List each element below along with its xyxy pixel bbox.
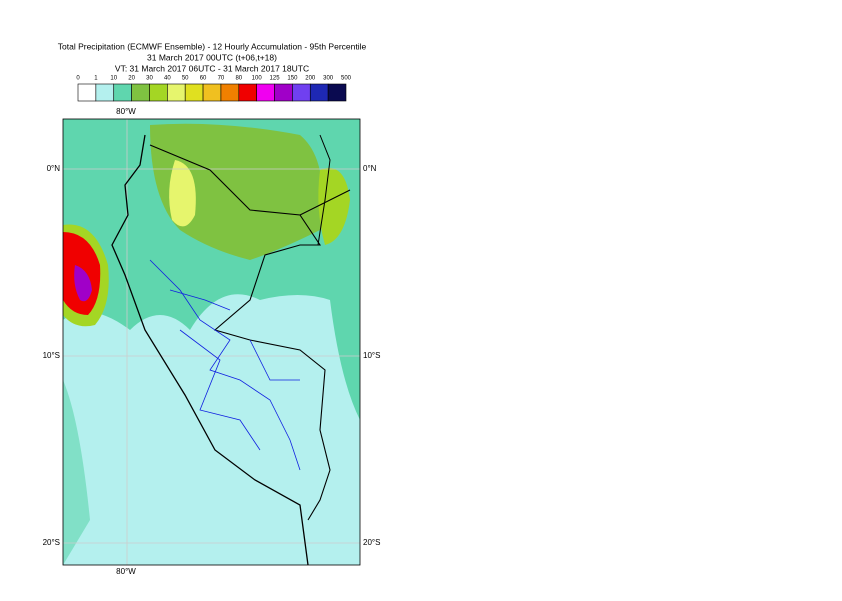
run-time: 31 March 2017 00UTC (t+06,t+18) bbox=[147, 52, 277, 62]
colorbar-box bbox=[131, 83, 150, 102]
colorbar-label: 80 bbox=[235, 76, 242, 82]
map bbox=[62, 118, 361, 566]
lat-label: 10°S bbox=[43, 351, 60, 360]
precip-area bbox=[169, 160, 196, 227]
colorbar-box bbox=[167, 83, 186, 102]
colorbar-box bbox=[95, 83, 115, 102]
lat-label: 20°S bbox=[43, 538, 60, 547]
colorbar-label: 60 bbox=[200, 76, 207, 82]
country-border bbox=[299, 134, 351, 246]
colorbar: 0 1 10 20 30 40 50 60 70 80 100 125 150 200 300 500 bbox=[76, 76, 352, 102]
colorbar-label: 10 bbox=[110, 76, 117, 82]
lat-label: 0°N bbox=[47, 164, 61, 173]
colorbar-box bbox=[202, 83, 222, 102]
colorbar-box bbox=[274, 83, 293, 102]
map-frame bbox=[62, 118, 361, 566]
colorbar-box bbox=[149, 83, 168, 102]
colorbar-box bbox=[77, 83, 97, 102]
colorbar-box bbox=[292, 83, 311, 102]
colorbar-label: 30 bbox=[146, 76, 153, 82]
coastline bbox=[111, 134, 309, 565]
colorbar-label: 40 bbox=[164, 76, 171, 82]
colorbar-label: 70 bbox=[218, 76, 225, 82]
colorbar-label: 150 bbox=[287, 76, 298, 82]
lat-label: 10°S bbox=[363, 351, 380, 360]
colorbar-box bbox=[309, 83, 329, 102]
colorbar-label: 200 bbox=[305, 76, 316, 82]
colorbar-label: 125 bbox=[270, 76, 281, 82]
colorbar-box bbox=[256, 83, 275, 102]
region-border bbox=[149, 259, 301, 471]
colorbar-label: 500 bbox=[341, 76, 352, 82]
colorbar-label: 0 bbox=[76, 76, 80, 82]
colorbar-label: 20 bbox=[128, 76, 135, 82]
precip-area bbox=[74, 265, 92, 302]
colorbar-box bbox=[113, 83, 132, 102]
title: Total Precipitation (ECMWF Ensemble) - 1… bbox=[58, 41, 367, 51]
colorbar-label: 50 bbox=[182, 76, 189, 82]
precip-area bbox=[150, 123, 323, 260]
colorbar-box bbox=[184, 83, 204, 102]
colorbar-label: 1 bbox=[94, 76, 98, 82]
colorbar-label: 100 bbox=[252, 76, 263, 82]
valid-time: VT: 31 March 2017 06UTC - 31 March 2017 … bbox=[115, 63, 309, 73]
colorbar-box bbox=[327, 83, 347, 102]
colorbar-box bbox=[238, 83, 257, 102]
colorbar-label: 300 bbox=[323, 76, 334, 82]
lon-label: 80°W bbox=[116, 107, 136, 116]
colorbar-box bbox=[220, 83, 240, 102]
lat-label: 0°N bbox=[363, 164, 377, 173]
lat-label: 20°S bbox=[363, 538, 380, 547]
lon-label: 80°W bbox=[116, 567, 136, 576]
country-border bbox=[149, 144, 331, 521]
precip-area bbox=[63, 380, 90, 565]
grid bbox=[63, 119, 360, 565]
